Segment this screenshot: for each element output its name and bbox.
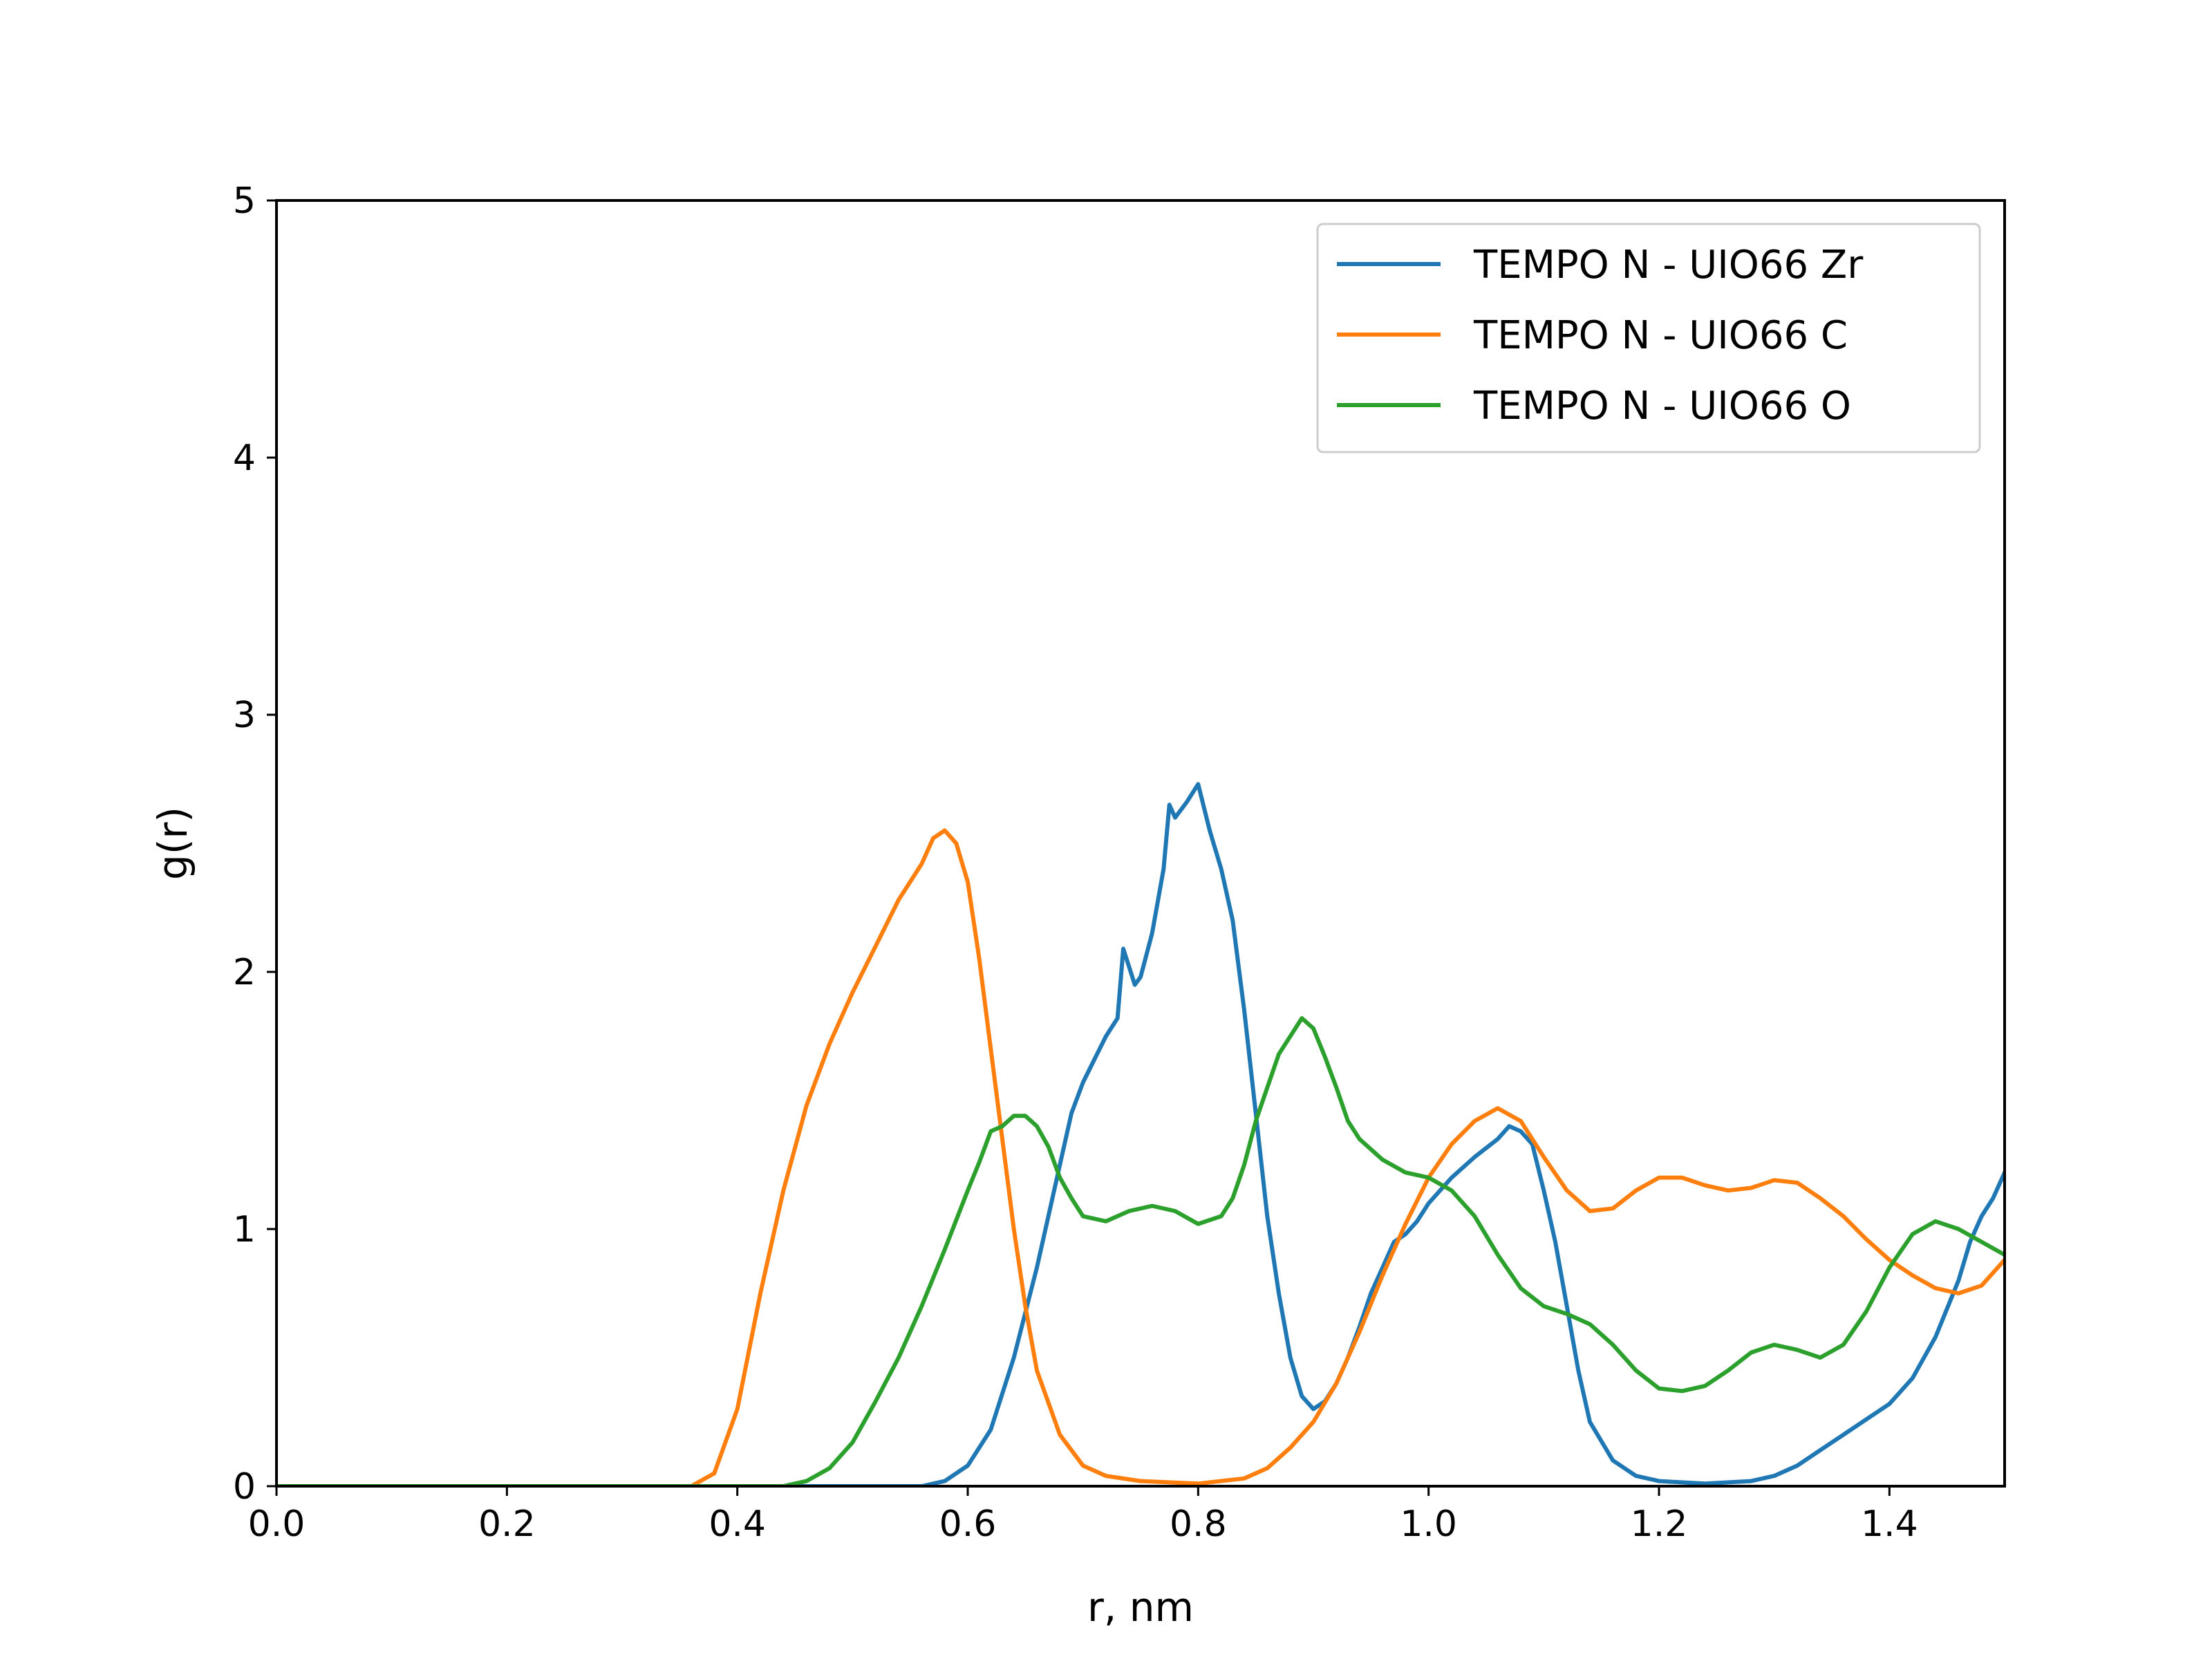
- series-line-3: [276, 1016, 2005, 1486]
- axis-ticks: 0.0 0.2 0.4 0.6 0.8 1.0 1.2 1.4 0 1 2 3 4 5: [233, 180, 1918, 1545]
- x-tick-label: 0.0: [248, 1503, 306, 1545]
- x-axis-label: r, nm: [1087, 1584, 1194, 1631]
- y-tick-label: 1: [233, 1209, 256, 1250]
- x-tick-label: 1.0: [1400, 1503, 1457, 1545]
- legend-box: [1316, 223, 1981, 453]
- series-line-2: [276, 828, 2005, 1486]
- x-tick-label: 1.4: [1861, 1503, 1918, 1545]
- y-tick-label: 3: [233, 695, 256, 736]
- y-tick-label: 5: [233, 180, 256, 222]
- x-tick-label: 0.8: [1170, 1503, 1227, 1545]
- x-tick-label: 1.2: [1631, 1503, 1688, 1545]
- legend-label: TEMPO N - UIO66 O: [1473, 384, 1851, 429]
- y-tick-label: 2: [233, 952, 256, 993]
- legend: TEMPO N - UIO66 Zr TEMPO N - UIO66 C TEMPO…: [1316, 223, 1981, 453]
- plot-frame: [275, 199, 2006, 1488]
- x-tick-label: 0.4: [709, 1503, 766, 1545]
- legend-label: TEMPO N - UIO66 C: [1473, 313, 1848, 358]
- legend-label: TEMPO N - UIO66 Zr: [1473, 243, 1864, 288]
- series-layer: [276, 782, 2005, 1486]
- y-tick-label: 0: [233, 1466, 256, 1508]
- x-tick-label: 0.6: [939, 1503, 997, 1545]
- y-axis-label: g(r): [149, 807, 196, 880]
- y-tick-label: 4: [233, 438, 256, 479]
- x-tick-label: 0.2: [478, 1503, 536, 1545]
